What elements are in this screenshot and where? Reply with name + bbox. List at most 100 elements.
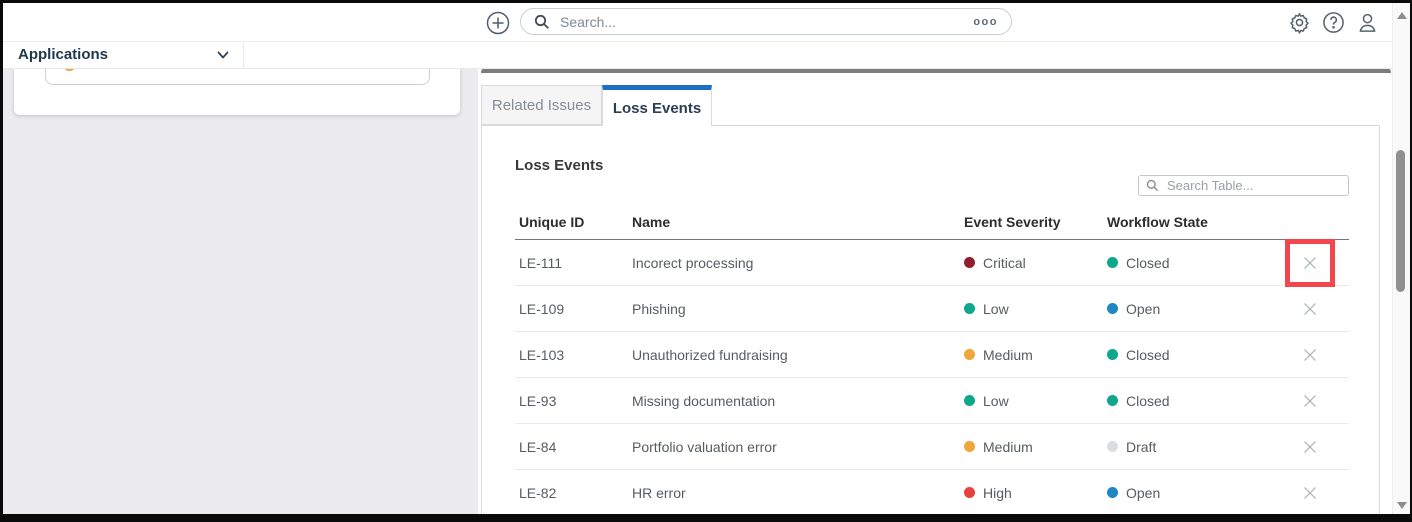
state-dot-icon xyxy=(1107,441,1118,452)
remove-row-button[interactable] xyxy=(1298,435,1322,459)
create-new-button[interactable] xyxy=(486,11,510,35)
cell-unique-id: LE-82 xyxy=(519,484,557,501)
state-dot-icon xyxy=(1107,257,1118,268)
cell-name: Incorect processing xyxy=(632,254,754,271)
panel-title: Loss Events xyxy=(515,157,604,174)
tab-related-issues[interactable]: Related Issues xyxy=(481,85,602,125)
global-search[interactable]: ooo xyxy=(520,8,1012,35)
severity-dot-icon xyxy=(964,487,975,498)
question-circle-icon xyxy=(1322,11,1345,34)
applications-label: Applications xyxy=(18,46,109,63)
loss-events-table: Unique ID Name Event Severity Workflow S… xyxy=(515,204,1349,516)
close-x-icon xyxy=(1302,393,1318,409)
severity-label: Critical xyxy=(983,254,1026,271)
cell-unique-id: LE-84 xyxy=(519,438,557,455)
left-background: Medium xyxy=(3,68,478,514)
severity-label: Medium xyxy=(983,346,1033,363)
scrolled-panel-edge xyxy=(481,66,1391,73)
severity-dot-icon xyxy=(964,303,975,314)
chevron-down-icon xyxy=(216,48,230,62)
search-icon xyxy=(1146,179,1159,192)
settings-button[interactable] xyxy=(1288,11,1311,34)
cell-unique-id: LE-109 xyxy=(519,300,565,317)
close-x-icon xyxy=(1302,255,1318,271)
table-search-input[interactable] xyxy=(1165,177,1341,194)
table-row[interactable]: LE-84 Portfolio valuation error Medium D… xyxy=(515,424,1349,470)
state-label: Open xyxy=(1126,300,1161,317)
severity-label: Low xyxy=(983,300,1009,317)
medium-dot-icon xyxy=(63,68,76,71)
severity-dot-icon xyxy=(964,441,975,452)
severity-option-medium[interactable]: Medium xyxy=(63,68,142,72)
state-label: Draft xyxy=(1126,438,1157,455)
severity-dot-icon xyxy=(964,395,975,406)
applications-bar: Applications xyxy=(3,41,1410,69)
search-more-options[interactable]: ooo xyxy=(973,15,998,28)
remove-row-button[interactable] xyxy=(1298,389,1322,413)
remove-row-button[interactable] xyxy=(1298,343,1322,367)
table-search[interactable] xyxy=(1138,175,1349,196)
loss-events-panel: Loss Events Unique ID Name Event Severit… xyxy=(481,125,1380,522)
table-body: LE-111 Incorect processing Critical Clos… xyxy=(515,238,1349,516)
col-header-unique-id: Unique ID xyxy=(519,213,585,230)
remove-row-button[interactable] xyxy=(1298,481,1322,505)
close-x-icon xyxy=(1302,485,1318,501)
severity-label: High xyxy=(983,484,1012,501)
severity-label: Low xyxy=(983,392,1009,409)
table-row[interactable]: LE-109 Phishing Low Open xyxy=(515,286,1349,332)
top-bar: ooo xyxy=(3,3,1410,42)
left-partial-card: Medium xyxy=(14,68,460,115)
close-x-icon xyxy=(1302,301,1318,317)
window-border xyxy=(0,0,1412,3)
state-dot-icon xyxy=(1107,349,1118,360)
user-profile-button[interactable] xyxy=(1356,11,1379,34)
cell-name: HR error xyxy=(632,484,686,501)
state-label: Open xyxy=(1126,484,1161,501)
state-label: Closed xyxy=(1126,346,1170,363)
remove-row-button[interactable] xyxy=(1298,297,1322,321)
table-row[interactable]: LE-93 Missing documentation Low Closed xyxy=(515,378,1349,424)
cell-name: Portfolio valuation error xyxy=(632,438,777,455)
state-dot-icon xyxy=(1107,487,1118,498)
col-header-workflow-state: Workflow State xyxy=(1107,213,1208,230)
remove-row-button[interactable] xyxy=(1285,238,1335,287)
search-icon xyxy=(534,14,550,30)
help-button[interactable] xyxy=(1322,11,1345,34)
state-label: Closed xyxy=(1126,392,1170,409)
severity-dot-icon xyxy=(964,257,975,268)
user-icon xyxy=(1356,11,1379,34)
close-x-icon xyxy=(1302,439,1318,455)
plus-circle-icon xyxy=(486,11,510,35)
global-search-input[interactable] xyxy=(558,12,966,31)
applications-dropdown[interactable]: Applications xyxy=(3,41,244,68)
table-header-row: Unique ID Name Event Severity Workflow S… xyxy=(515,204,1349,240)
cell-name: Unauthorized fundraising xyxy=(632,346,788,363)
table-row[interactable]: LE-82 HR error High Open xyxy=(515,470,1349,516)
scroll-down-arrow-icon[interactable] xyxy=(1397,502,1407,509)
vertical-scrollbar[interactable] xyxy=(1392,3,1410,514)
state-dot-icon xyxy=(1107,395,1118,406)
scrollbar-thumb[interactable] xyxy=(1396,150,1405,292)
scroll-up-arrow-icon[interactable] xyxy=(1397,12,1407,19)
window-border xyxy=(0,514,1412,522)
col-header-name: Name xyxy=(632,213,671,230)
close-x-icon xyxy=(1302,347,1318,363)
table-row[interactable]: LE-111 Incorect processing Critical Clos… xyxy=(515,238,1349,287)
col-header-event-severity: Event Severity xyxy=(964,213,1061,230)
gear-icon xyxy=(1288,11,1311,34)
cell-name: Phishing xyxy=(632,300,686,317)
severity-dot-icon xyxy=(964,349,975,360)
severity-field-box: Medium xyxy=(45,68,430,85)
severity-label: Medium xyxy=(983,438,1033,455)
cell-name: Missing documentation xyxy=(632,392,776,409)
cell-unique-id: LE-93 xyxy=(519,392,557,409)
tab-loss-events[interactable]: Loss Events xyxy=(602,85,712,126)
cell-unique-id: LE-111 xyxy=(519,254,563,271)
window-border xyxy=(0,0,3,522)
cell-unique-id: LE-103 xyxy=(519,346,565,363)
table-row[interactable]: LE-103 Unauthorized fundraising Medium C… xyxy=(515,332,1349,378)
window-border xyxy=(1410,0,1412,522)
state-label: Closed xyxy=(1126,254,1170,271)
severity-option-label: Medium xyxy=(92,68,142,72)
